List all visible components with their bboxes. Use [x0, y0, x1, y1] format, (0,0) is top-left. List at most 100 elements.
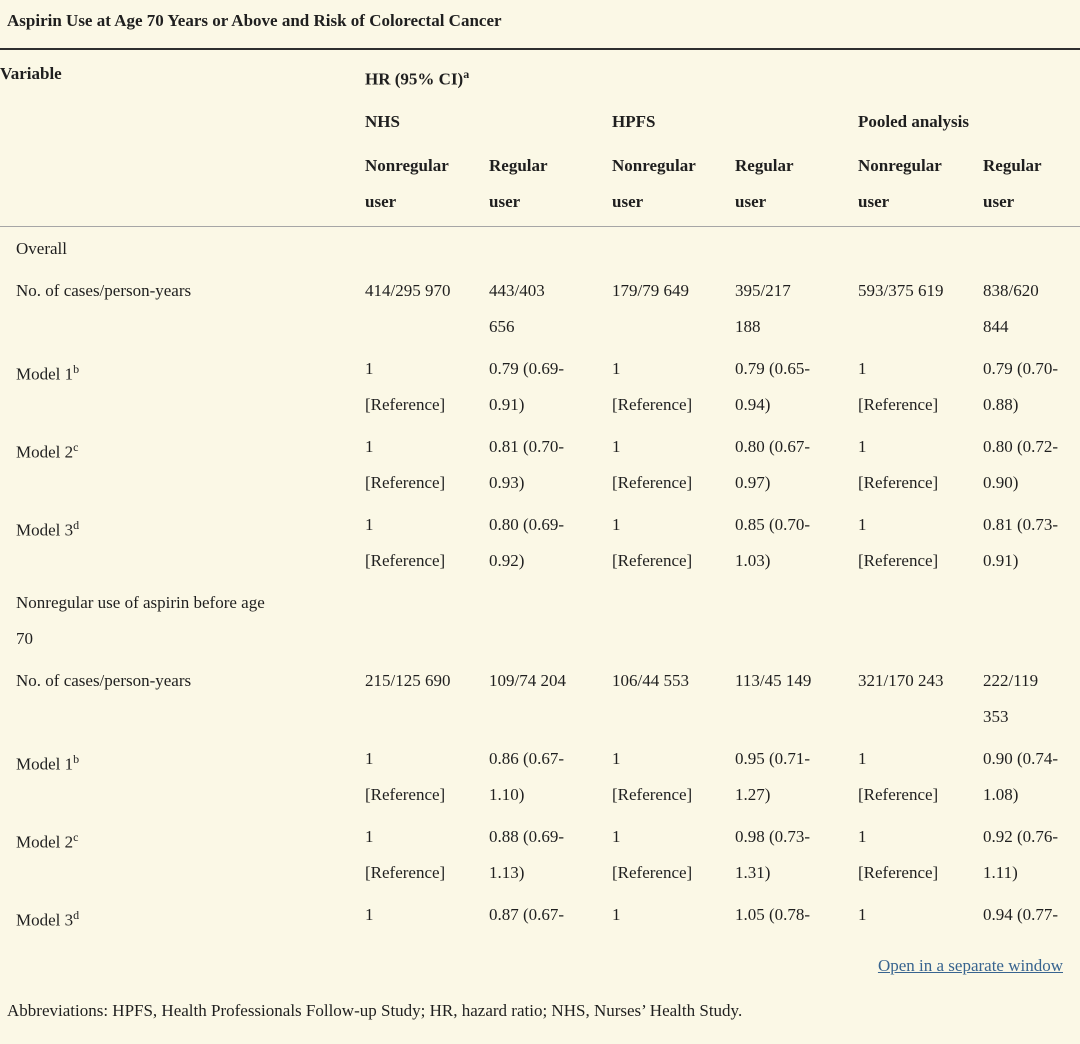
- data-cell: 321/170 243: [858, 659, 983, 737]
- data-cell-line: [Reference]: [365, 550, 446, 570]
- row-label-cell: Model 3d: [0, 893, 365, 941]
- row-label-cell: Model 3d: [0, 503, 365, 581]
- data-cell-line: [Reference]: [858, 550, 939, 570]
- row-label-line: Model 2c: [16, 429, 351, 471]
- data-cell-line: 0.88): [983, 394, 1019, 414]
- data-cell: 1: [612, 893, 735, 941]
- header-cell-variable: Variable: [0, 49, 365, 227]
- data-cell: 106/44 553: [612, 659, 735, 737]
- open-separate-window-link[interactable]: Open in a separate window: [877, 956, 1063, 976]
- row-label-line: Nonregular use of aspirin before age: [16, 585, 351, 621]
- row-footnote-marker: b: [73, 751, 80, 766]
- data-cell: 1 [Reference]: [365, 425, 489, 503]
- row-label-cell: Overall: [0, 226, 365, 269]
- data-cell-line: 0.95 (0.71-: [735, 748, 811, 768]
- data-cell: 0.80 (0.69- 0.92): [489, 503, 612, 581]
- data-cell: 1 [Reference]: [365, 737, 489, 815]
- data-cell-line: [Reference]: [858, 394, 939, 414]
- data-cell-line: 838/620: [983, 280, 1039, 300]
- data-cell-line: 0.80 (0.67-: [735, 436, 811, 456]
- data-cell: 0.81 (0.70- 0.93): [489, 425, 612, 503]
- header-row-user-types: Nonregular user Regular user Nonregular user R…: [0, 143, 1080, 227]
- data-cell: 1 [Reference]: [365, 815, 489, 893]
- row-label-text: Overall: [16, 238, 67, 258]
- data-cell-line: 1: [858, 514, 867, 534]
- data-cell: 0.79 (0.65- 0.94): [735, 347, 858, 425]
- data-cell: 0.98 (0.73- 1.31): [735, 815, 858, 893]
- data-cell: 838/620 844: [983, 269, 1080, 347]
- data-cell-line: 0.80 (0.69-: [489, 514, 565, 534]
- data-cell-line: 1.31): [735, 862, 771, 882]
- data-cell-line: 1.13): [489, 862, 525, 882]
- data-cell-line: 1: [365, 826, 374, 846]
- header-line: user: [612, 191, 644, 211]
- data-cell-line: 443/403: [489, 280, 545, 300]
- row-label-text: Nonregular use of aspirin before age: [16, 592, 265, 612]
- header-cell-pooled: Pooled analysis: [858, 111, 969, 131]
- data-cell-line: 0.94 (0.77-: [983, 904, 1059, 924]
- data-cell-line: 353: [983, 706, 1009, 726]
- row-label-cell: Model 2c: [0, 815, 365, 893]
- data-cell-line: [Reference]: [365, 784, 446, 804]
- data-cell: 1: [858, 893, 983, 941]
- section-row: Nonregular use of aspirin before age 70: [0, 581, 1080, 659]
- data-cell-line: 0.79 (0.65-: [735, 358, 811, 378]
- data-cell-line: [Reference]: [365, 472, 446, 492]
- row-label-text: Model 2: [16, 832, 74, 852]
- row-label-cell: Nonregular use of aspirin before age 70: [0, 581, 365, 659]
- data-cell-line: 113/45 149: [735, 670, 812, 690]
- data-cell-line: 1.05 (0.78-: [735, 904, 811, 924]
- data-cell-line: 395/217: [735, 280, 791, 300]
- data-cell: [858, 581, 983, 659]
- data-cell: 0.94 (0.77-: [983, 893, 1080, 941]
- data-cell-line: [Reference]: [365, 394, 446, 414]
- header-line: Regular: [489, 155, 548, 175]
- data-cell: 0.81 (0.73- 0.91): [983, 503, 1080, 581]
- row-label-text: Model 1: [16, 754, 74, 774]
- header-cell-user-type: Nonregular user: [858, 143, 983, 227]
- data-cell-line: 0.92 (0.76-: [983, 826, 1059, 846]
- header-line: user: [489, 191, 521, 211]
- data-cell: 443/403 656: [489, 269, 612, 347]
- data-cell-line: 1: [858, 436, 867, 456]
- data-cell-line: 0.81 (0.73-: [983, 514, 1059, 534]
- data-cell: 0.85 (0.70- 1.03): [735, 503, 858, 581]
- data-cell: [858, 226, 983, 269]
- header-row-top: Variable HR (95% CI)a: [0, 49, 1080, 227]
- row-label-cell: No. of cases/person-years: [0, 659, 365, 737]
- row-label-text: Model 3: [16, 520, 74, 540]
- data-cell-line: 109/74 204: [489, 670, 566, 690]
- header-cell-nhs: NHS: [365, 111, 400, 131]
- header-line: Nonregular: [858, 155, 942, 175]
- data-cell: 113/45 149: [735, 659, 858, 737]
- row-label-text: 70: [16, 628, 33, 648]
- row-footnote-marker: b: [73, 361, 80, 376]
- data-cell: 414/295 970: [365, 269, 489, 347]
- data-cell-line: 0.79 (0.69-: [489, 358, 565, 378]
- row-label-text: Model 1: [16, 364, 74, 384]
- data-cell: 0.92 (0.76- 1.11): [983, 815, 1080, 893]
- data-cell-line: 656: [489, 316, 515, 336]
- data-cell-line: 1: [612, 826, 621, 846]
- data-cell: 1 [Reference]: [858, 737, 983, 815]
- data-cell: [489, 581, 612, 659]
- data-cell: [612, 226, 735, 269]
- data-cell-line: [Reference]: [858, 784, 939, 804]
- data-cell-line: 0.90 (0.74-: [983, 748, 1059, 768]
- data-cell: 1 [Reference]: [858, 815, 983, 893]
- data-cell: 1 [Reference]: [612, 737, 735, 815]
- table-header: Variable HR (95% CI)a NHS HPFS Pooled an…: [0, 49, 1080, 227]
- row-label-line: No. of cases/person-years: [16, 273, 351, 309]
- data-cell: 1 [Reference]: [858, 347, 983, 425]
- header-cell-user-type: Nonregular user: [612, 143, 735, 227]
- table-title: Aspirin Use at Age 70 Years or Above and…: [7, 11, 502, 30]
- data-cell-line: 1.08): [983, 784, 1019, 804]
- header-cell-user-type: Regular user: [735, 143, 858, 227]
- data-cell-line: 1: [612, 436, 621, 456]
- data-cell-line: 1: [365, 904, 374, 924]
- header-line: Regular: [735, 155, 794, 175]
- row-label-cell: Model 1b: [0, 737, 365, 815]
- row-label-line: Model 1b: [16, 741, 351, 783]
- row-label-line: 70: [16, 621, 351, 657]
- row-label-line: Model 1b: [16, 351, 351, 393]
